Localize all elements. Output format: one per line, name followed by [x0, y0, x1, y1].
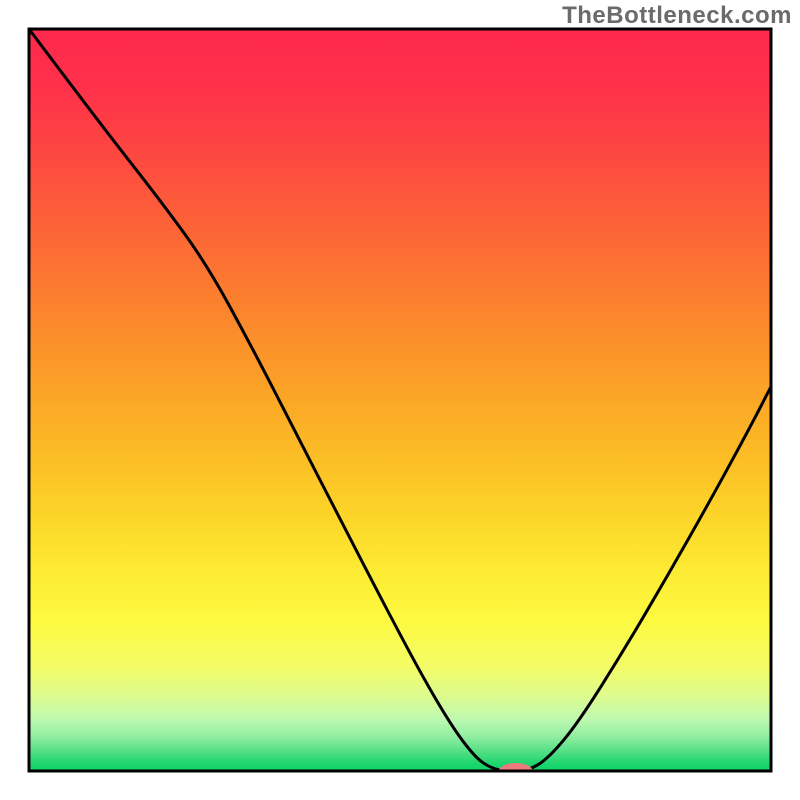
bottleneck-chart [0, 0, 800, 800]
chart-container: TheBottleneck.com [0, 0, 800, 800]
gradient-background [29, 29, 771, 771]
watermark-text: TheBottleneck.com [562, 2, 792, 30]
